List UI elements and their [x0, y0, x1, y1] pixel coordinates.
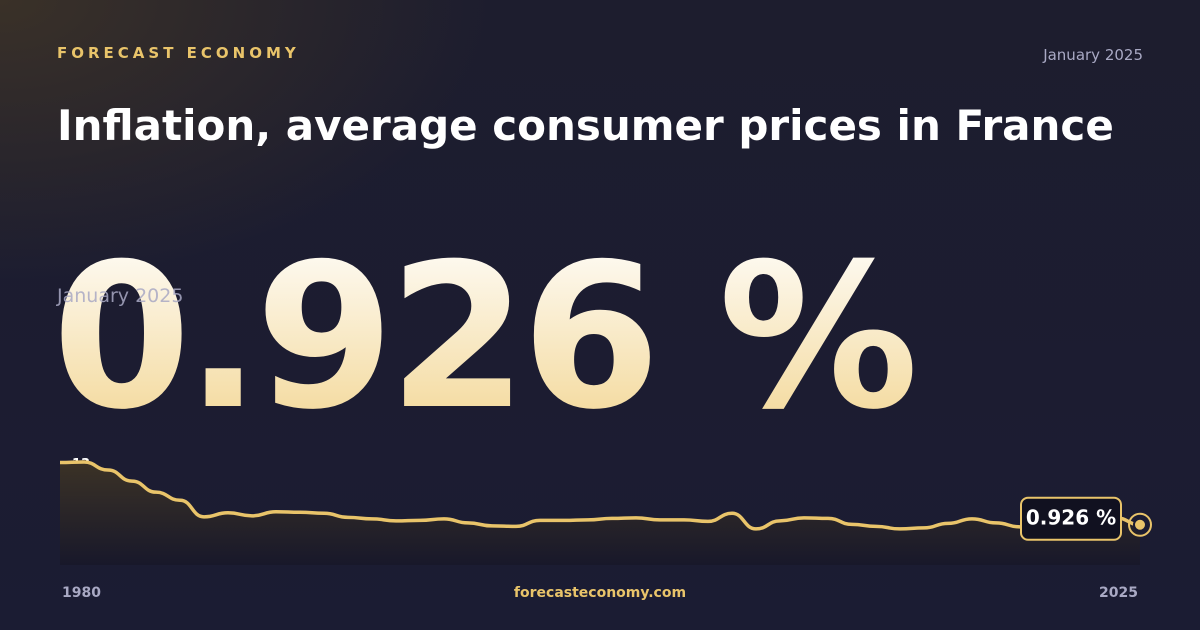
- callout-label: 0.926 %: [1026, 506, 1116, 530]
- x-tick-label: 2025: [1099, 585, 1138, 601]
- area: [60, 462, 1140, 565]
- x-tick-label: 1980: [62, 585, 101, 601]
- last-point: [1133, 517, 1147, 532]
- date: January 2025: [1042, 46, 1143, 64]
- callout-box: [1020, 496, 1122, 541]
- last-ring: [1128, 512, 1152, 537]
- line: [59, 460, 1141, 531]
- headline-date: January 2025: [56, 285, 183, 307]
- chart-title: Inflation, average consumer prices in Fr…: [57, 101, 1114, 150]
- site: forecasteconomy.com: [514, 585, 686, 601]
- headline-value: 0.926 %: [52, 221, 913, 454]
- brand: FORECAST ECONOMY: [57, 44, 300, 62]
